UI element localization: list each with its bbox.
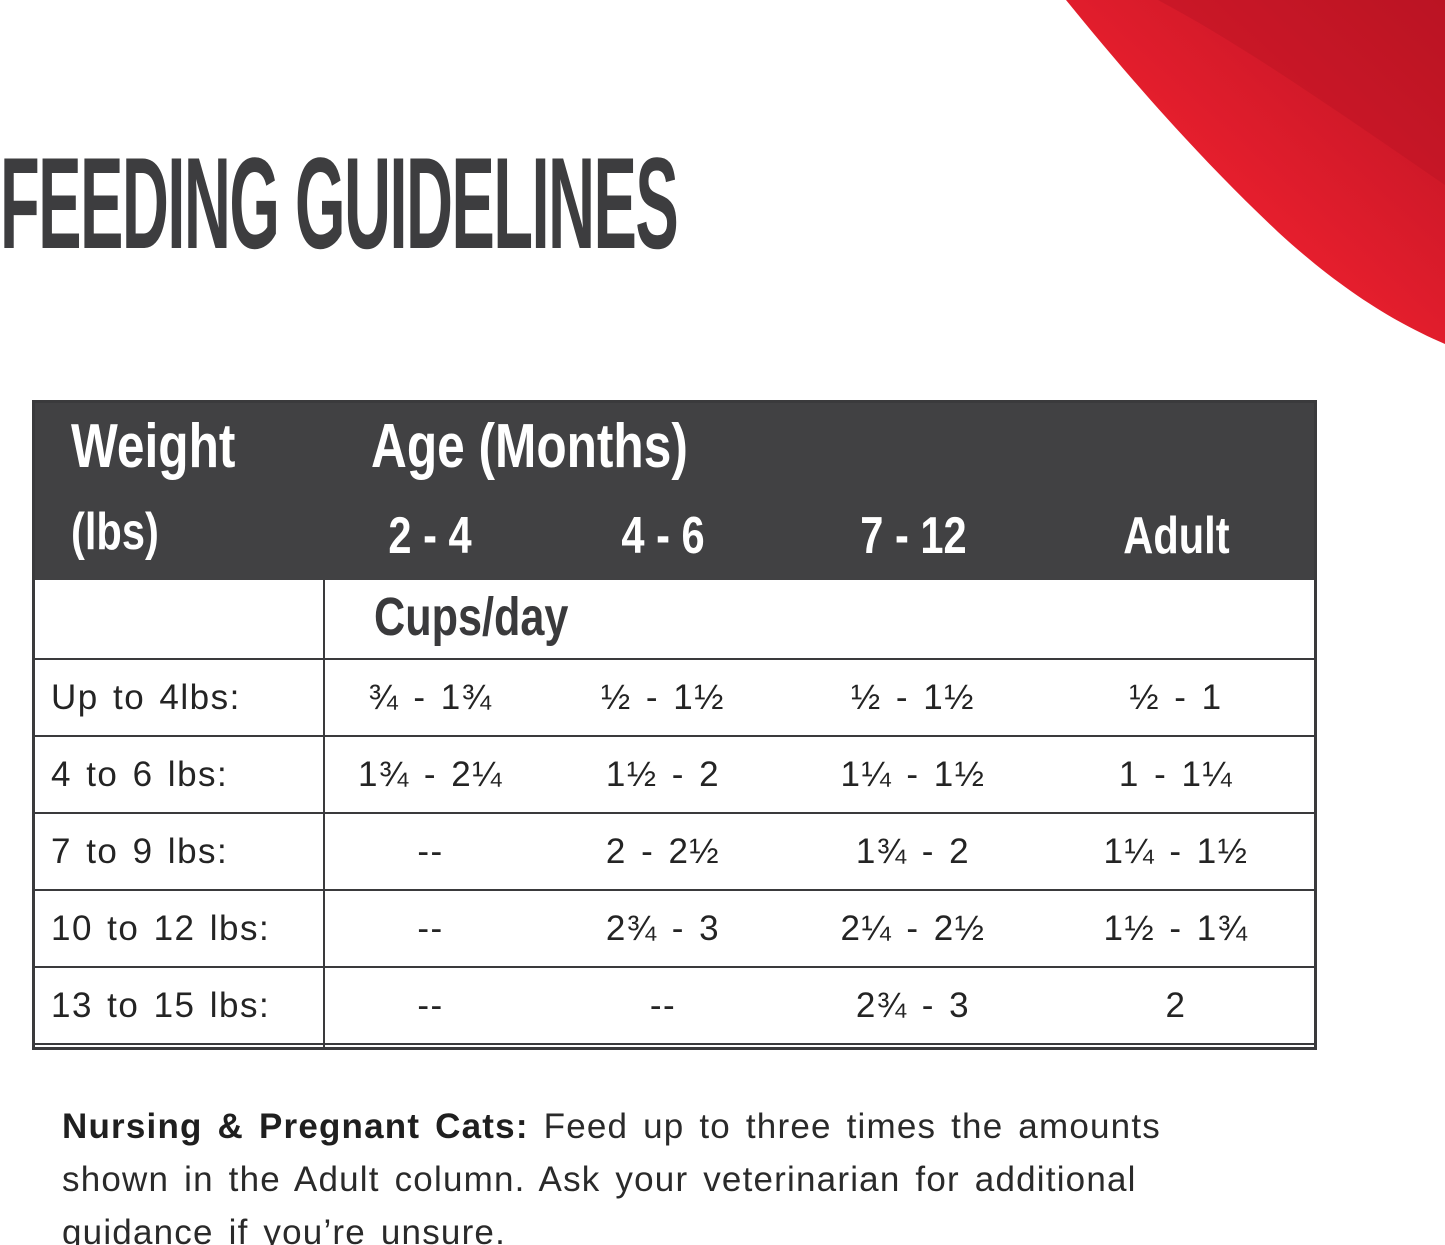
cell-value: 1½ - 1¾ [1103,908,1249,948]
table-row: Up to 4lbs: ¾ - 1¾ ½ - 1½ ½ - 1½ ½ - 1 [35,660,1314,737]
cell-value: 2¼ - 2½ [840,908,986,948]
cell-value: 2 [1165,985,1187,1025]
table-header: Weight (lbs) Age (Months) 2 - 4 4 - 6 7 … [35,403,1314,580]
header-age-label: Age (Months) [371,412,688,481]
cell-value: 2¾ - 3 [855,985,971,1025]
cell-value: ½ - 1½ [851,677,975,717]
units-row: Cups/day [35,580,1314,660]
footnote-line: guidance if you’re unsure. [62,1213,507,1245]
cell-value: 2¾ - 3 [605,908,721,948]
row-weight-label: 4 to 6 lbs: [51,754,229,794]
footnote-lead: Nursing & Pregnant Cats: [62,1107,529,1146]
cell-value: 1¼ - 1½ [1103,831,1249,871]
footnote-text: Feed up to three times the amounts [528,1107,1161,1146]
cell-value: ½ - 1 [1129,677,1223,717]
cell-value: 1¾ - 2 [855,831,971,871]
cell-value: -- [417,908,444,948]
row-weight-label: Up to 4lbs: [51,677,241,717]
table-row: 4 to 6 lbs: 1¾ - 2¼ 1½ - 2 1¼ - 1½ 1 - 1… [35,737,1314,814]
cell-value: 1½ - 2 [605,754,721,794]
page-title: FEEDING GUIDELINES [0,130,679,276]
table-row: 10 to 12 lbs: -- 2¾ - 3 2¼ - 2½ 1½ - 1¾ [35,891,1314,968]
cell-value: 2 - 2½ [605,831,721,871]
cell-value: ½ - 1½ [601,677,725,717]
units-label: Cups/day [374,587,569,647]
cell-value: -- [649,985,677,1025]
column-separator-line [323,580,325,1047]
header-weight-label: Weight [71,412,236,481]
footnote-line: Nursing & Pregnant Cats: Feed up to thre… [62,1100,1422,1153]
header-age-column-4-6: 4 - 6 [621,507,705,565]
header-age-column-7-12: 7 - 12 [859,507,967,565]
cell-value: 1¼ - 1½ [840,754,986,794]
cell-value: 1 - 1¼ [1118,754,1234,794]
cell-value: -- [417,831,444,871]
cell-value: 1¾ - 2¼ [358,754,503,794]
red-swoosh-decoration [1066,0,1445,344]
header-age-column-2-4: 2 - 4 [388,507,473,565]
cell-value: ¾ - 1¾ [368,677,493,717]
table-row: 7 to 9 lbs: -- 2 - 2½ 1¾ - 2 1¼ - 1½ [35,814,1314,891]
header-weight-unit: (lbs) [71,503,159,561]
footnote: Nursing & Pregnant Cats: Feed up to thre… [62,1100,1422,1245]
header-age-column-adult: Adult [1122,507,1230,565]
row-weight-label: 13 to 15 lbs: [51,985,271,1025]
row-weight-label: 7 to 9 lbs: [51,831,229,871]
row-weight-label: 10 to 12 lbs: [51,908,271,948]
table-row: 13 to 15 lbs: -- -- 2¾ - 3 2 [35,968,1314,1045]
footnote-line: shown in the Adult column. Ask your vete… [62,1160,1137,1199]
feeding-table: Weight (lbs) Age (Months) 2 - 4 4 - 6 7 … [32,400,1317,1050]
cell-value: -- [417,985,444,1025]
